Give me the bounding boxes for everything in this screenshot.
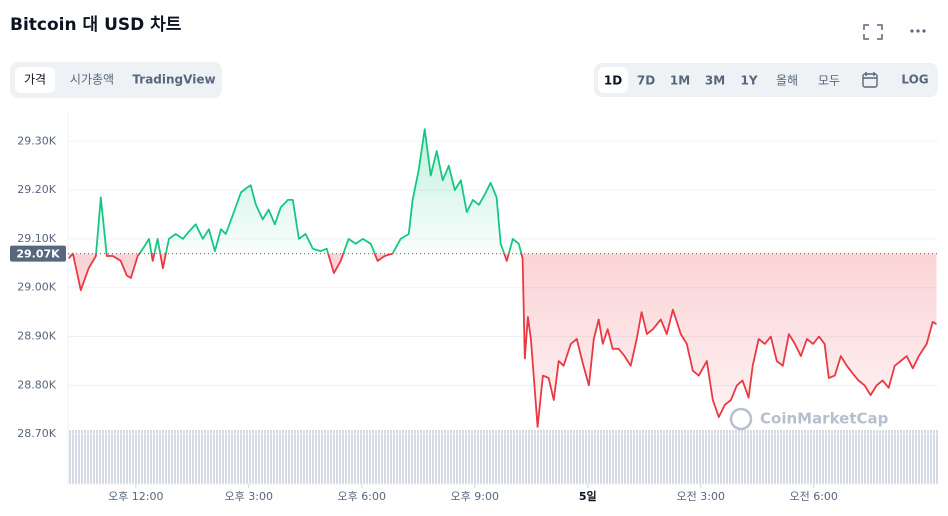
y-tick-label: 28.70K: [17, 427, 56, 440]
y-tick-label: 29.30K: [17, 134, 56, 147]
range-button[interactable]: 올해: [776, 74, 798, 88]
y-tick-label: 29.00K: [17, 281, 56, 294]
price-line: [68, 128, 937, 428]
range-button[interactable]: 모두: [818, 74, 840, 88]
expand-icon[interactable]: [863, 24, 883, 40]
y-tick-label: 29.10K: [17, 232, 56, 245]
x-tick-label: 5일: [579, 489, 597, 503]
x-tick-label: 오후 9:00: [451, 490, 499, 503]
range-selected: [598, 67, 628, 93]
range-button[interactable]: 3M: [705, 74, 725, 88]
tab-selected: [15, 67, 55, 93]
volume-band: [68, 430, 938, 484]
more-icon[interactable]: [910, 29, 926, 33]
x-tick-label: 오후 3:00: [225, 490, 273, 503]
y-tick-label: 28.90K: [17, 330, 56, 343]
x-tick-label: 오전 3:00: [677, 490, 725, 503]
reference-badge: [10, 245, 66, 262]
range-button[interactable]: 1Y: [740, 74, 757, 88]
log-toggle[interactable]: LOG: [901, 73, 928, 87]
y-tick-label: 29.20K: [17, 183, 56, 196]
range-group: [594, 63, 938, 97]
range-button[interactable]: 1M: [670, 74, 690, 88]
title: Bitcoin 대 USD 차트: [10, 15, 182, 35]
calendar-icon[interactable]: [862, 72, 878, 88]
range-button[interactable]: 7D: [637, 74, 655, 88]
watermark-logo: [729, 407, 753, 431]
price-area: [68, 129, 937, 427]
range-button[interactable]: 1D: [604, 74, 622, 88]
tab[interactable]: TradingView: [132, 73, 215, 87]
x-tick-label: 오전 6:00: [789, 490, 837, 503]
tab[interactable]: 가격: [24, 73, 46, 87]
tab-group: [10, 62, 222, 98]
tab[interactable]: 시가총액: [70, 73, 114, 87]
y-tick-label: 28.80K: [17, 378, 56, 391]
x-tick-label: 오후 12:00: [108, 490, 163, 503]
watermark: CoinMarketCap: [760, 410, 889, 428]
x-tick-label: 오후 6:00: [338, 490, 386, 503]
reference-label: 29.07K: [16, 248, 60, 261]
